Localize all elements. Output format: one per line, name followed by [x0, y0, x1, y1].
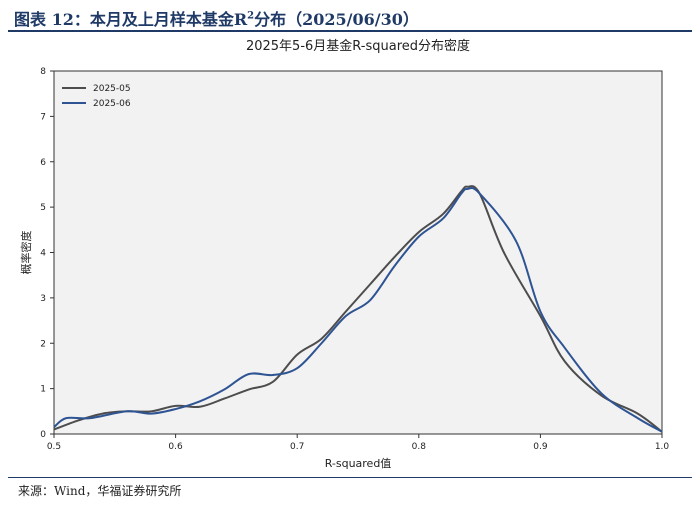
- y-tick-label: 1: [40, 385, 46, 395]
- y-axis-label: 概率密度: [19, 231, 33, 275]
- y-tick-label: 7: [40, 112, 46, 122]
- plot-area: [53, 70, 663, 435]
- x-tick-label: 0.8: [412, 442, 427, 452]
- figure-title-prefix: 图表 12：本月及上月样本基金R: [14, 10, 248, 29]
- y-tick-label: 5: [40, 203, 46, 213]
- figure-title-suffix: 分布（2025/06/30）: [254, 10, 419, 29]
- figure-title-superscript: 2: [247, 10, 255, 22]
- footer-rule: [8, 477, 692, 478]
- series-line-2025-05: [53, 185, 663, 433]
- figure-title: 图表 12：本月及上月样本基金R2分布（2025/06/30）: [14, 6, 419, 30]
- legend-label: 2025-05: [93, 84, 131, 94]
- x-tick-label: 0.9: [533, 442, 548, 452]
- y-tick-label: 6: [40, 158, 46, 168]
- legend-label: 2025-06: [93, 99, 131, 109]
- y-tick-label: 3: [40, 294, 46, 304]
- header-rule: [8, 30, 692, 32]
- x-tick-label: 0.6: [168, 442, 183, 452]
- series-line-2025-06: [53, 186, 663, 433]
- density-chart: 2025年5-6月基金R-squared分布密度 0.5 0.6 0.7 0.8 0.9 1…: [19, 38, 670, 470]
- chart-title: 2025年5-6月基金R-squared分布密度: [246, 38, 470, 54]
- x-tick-label: 0.7: [290, 442, 304, 452]
- y-tick-label: 0: [40, 430, 46, 440]
- y-tick-label: 4: [40, 249, 46, 259]
- x-tick-label: 0.5: [47, 442, 61, 452]
- y-tick-label: 2: [40, 339, 46, 349]
- source-note: 来源：Wind，华福证券研究所: [18, 484, 182, 498]
- y-tick-label: 8: [40, 67, 46, 77]
- x-axis-label: R-squared值: [325, 457, 392, 470]
- x-tick-label: 1.0: [655, 442, 670, 452]
